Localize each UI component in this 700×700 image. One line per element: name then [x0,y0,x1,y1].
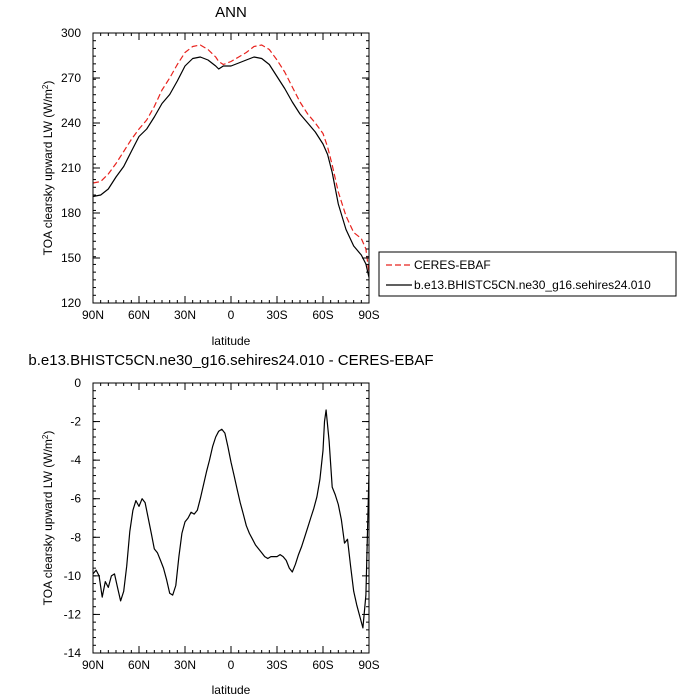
x-tick-label: 90S [358,658,379,672]
x-tick-label: 60S [312,308,333,322]
series-layer [92,409,370,629]
x-tick-label: 60N [128,658,150,672]
y-tick-label: 270 [61,71,81,85]
y-tick-label: -12 [64,607,82,621]
y-tick-label: 210 [61,161,81,175]
y-axis-label: TOA clearsky upward LW (W/m2) [41,431,56,606]
y-tick-label: 240 [61,116,81,130]
y-tick-label: -14 [64,646,82,660]
x-tick-label: 90N [82,658,104,672]
legend: CERES-EBAF b.e13.BHISTC5CN.ne30_g16.sehi… [378,251,677,297]
chart-title: ANN [215,4,247,21]
y-tick-label: -8 [70,530,81,544]
x-tick-label: 30S [266,308,287,322]
y-tick-label: -6 [70,492,81,506]
y-axis-label: TOA clearsky upward LW (W/m2) [41,81,56,256]
y-tick-label: 180 [61,206,81,220]
x-tick-label: 30N [174,308,196,322]
x-tick-label: 90S [358,308,379,322]
x-axis-label: latitude [212,334,251,348]
y-tick-label: -10 [64,569,82,583]
legend-box [378,251,677,297]
plot-frame [92,32,370,304]
x-tick-label: 60N [128,308,150,322]
series-line-b-e13-bhistc5cn-ne30-g16-sehires24-010 [92,56,370,278]
y-tick-label: 150 [61,251,81,265]
y-tick-label: -2 [70,415,81,429]
plot-frame [92,382,370,654]
series-line-ceres-ebaf [92,44,370,274]
x-axis-label: latitude [212,683,251,697]
legend-label-ceres: CERES-EBAF [414,258,491,272]
x-tick-label: 90N [82,308,104,322]
ticks-layer: 90N 60N 30N 0 30S 60S 90S 120 150 180 210 240 270 300 [61,26,380,322]
chart-title: b.e13.BHISTC5CN.ne30_g16.sehires24.010 -… [28,352,433,369]
y-tick-label: 300 [61,26,81,40]
y-tick-label: 120 [61,296,81,310]
series-layer [92,44,370,278]
ticks-layer: 90N 60N 30N 0 30S 60S 90S -14 -12 -10 -8 -6 -4 -2 0 [64,376,380,672]
legend-label-model: b.e13.BHISTC5CN.ne30_g16.sehires24.010 [414,278,651,292]
panel-top: ANN latitude TOA clearsky upward LW (W/m… [41,4,380,348]
series-line-difference [92,409,370,629]
x-tick-label: 0 [228,308,235,322]
x-tick-label: 30N [174,658,196,672]
x-tick-label: 30S [266,658,287,672]
x-tick-label: 0 [228,658,235,672]
x-tick-label: 60S [312,658,333,672]
panel-bottom: b.e13.BHISTC5CN.ne30_g16.sehires24.010 -… [28,352,433,697]
y-tick-label: -4 [70,453,81,467]
y-tick-label: 0 [74,376,81,390]
